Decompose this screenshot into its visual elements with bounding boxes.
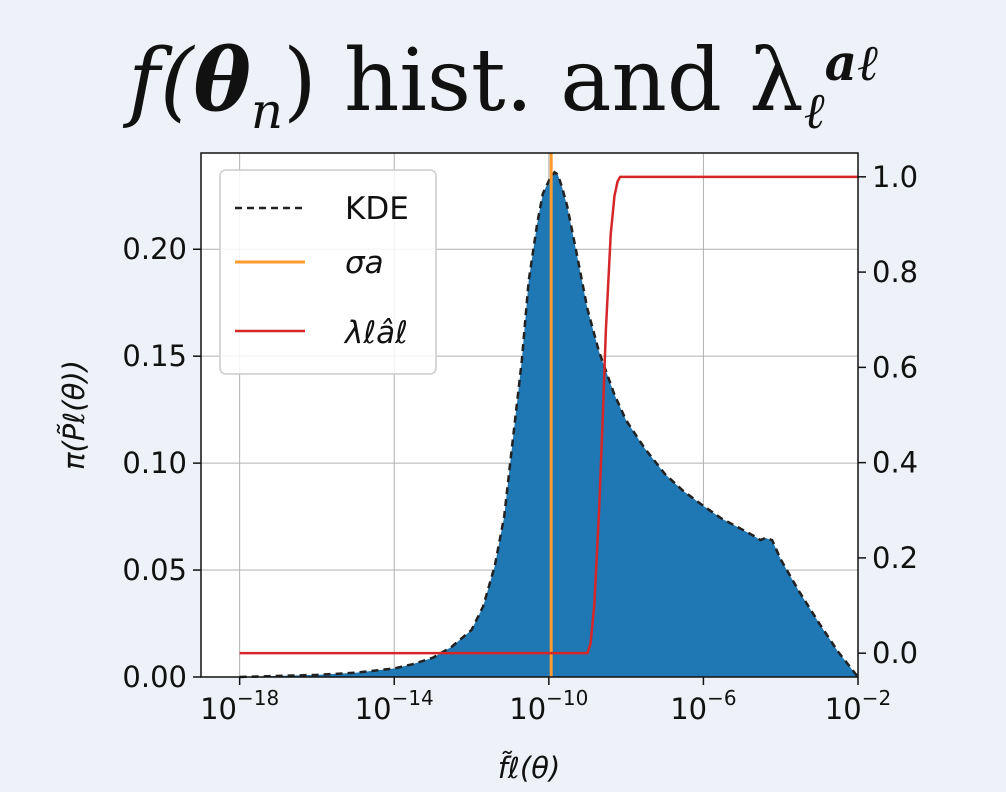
y2-tick-label: 1.0 <box>872 160 918 194</box>
legend-sigma-label: σa <box>345 245 384 281</box>
y-tick-label: 0.15 <box>122 339 187 373</box>
x-tick-label: 10−18 <box>200 686 279 726</box>
x-tick-label: 10−14 <box>355 686 434 726</box>
y2-tick-label: 0.4 <box>872 446 918 480</box>
legend-kde-label: KDE <box>345 191 409 227</box>
y2-axis-ticks: 0.0 0.2 0.4 0.6 0.8 1.0 <box>858 160 918 670</box>
legend-lambda-label: λℓâℓ <box>343 315 408 351</box>
y2-tick-label: 0.6 <box>872 350 918 384</box>
x-tick-label: 10−2 <box>825 686 891 726</box>
y-tick-label: 0.00 <box>122 660 187 694</box>
x-tick-label: 10−10 <box>509 686 588 726</box>
x-tick-label: 10−6 <box>670 686 736 726</box>
y-tick-label: 0.20 <box>122 232 187 266</box>
y2-tick-label: 0.0 <box>872 636 918 670</box>
y-axis-ticks: 0.00 0.05 0.10 0.15 0.20 <box>122 232 201 694</box>
y-axis-label: π(P̃ℓ(θ)) <box>57 360 91 470</box>
x-axis-label: f̃ℓ(θ) <box>498 751 561 785</box>
y-tick-label: 0.10 <box>122 446 187 480</box>
legend: KDE σa λℓâℓ <box>219 169 437 375</box>
histogram-area <box>239 172 858 677</box>
y-tick-label: 0.05 <box>122 553 187 587</box>
plot-frame <box>200 152 859 678</box>
x-axis-ticks: 10−18 10−14 10−10 10−6 10−2 <box>200 677 891 726</box>
page-title: f(θn) hist. and λℓaℓ <box>128 30 878 141</box>
y2-tick-label: 0.2 <box>872 541 918 575</box>
legend-box <box>219 169 437 375</box>
y2-tick-label: 0.8 <box>872 255 918 289</box>
lambda-line <box>239 175 858 655</box>
kde-line <box>239 170 859 679</box>
